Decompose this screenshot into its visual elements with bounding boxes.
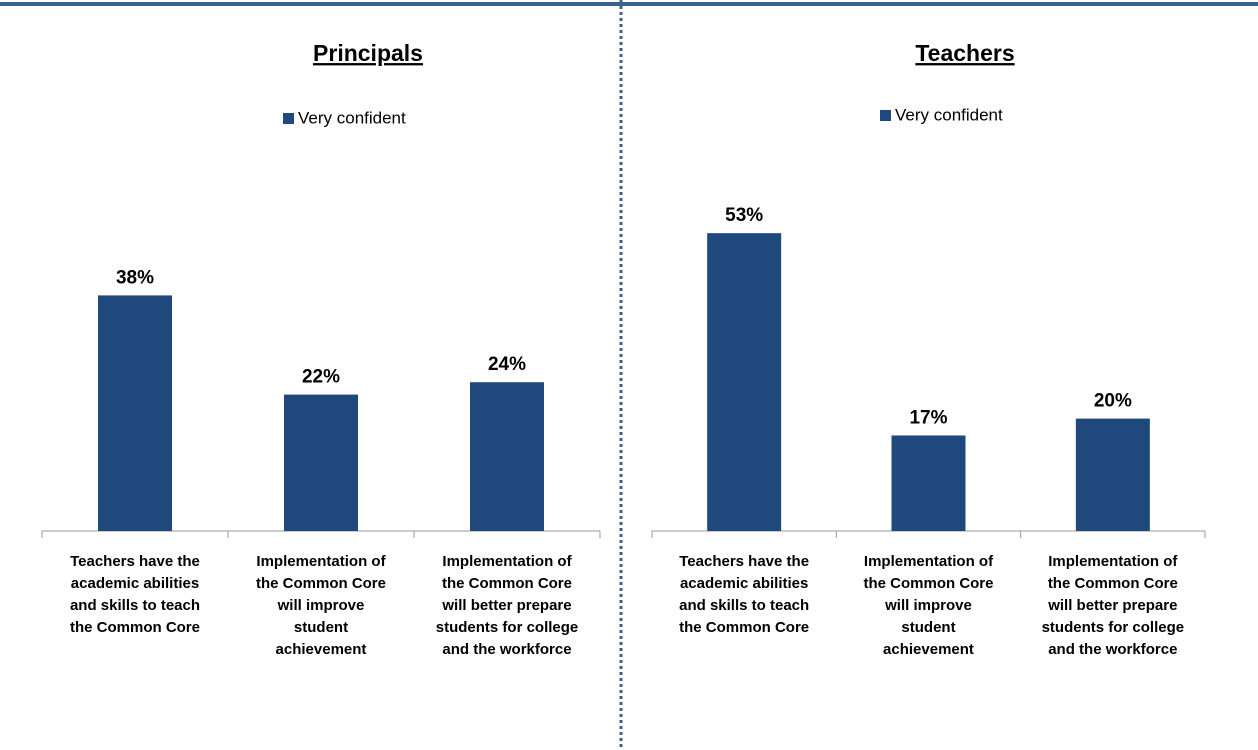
- legend-label: Very confident: [298, 108, 406, 127]
- data-label: 38%: [116, 267, 154, 288]
- bar: [1075, 418, 1150, 531]
- legend-label: Very confident: [895, 105, 1003, 124]
- bar: [891, 435, 966, 531]
- data-label: 22%: [302, 367, 340, 388]
- chart-title: Teachers: [915, 40, 1014, 66]
- bar: [470, 382, 544, 531]
- legend-swatch: [880, 110, 891, 121]
- data-label: 24%: [488, 354, 526, 375]
- x-tick-label: Teachers have the academic abilities and…: [679, 553, 810, 636]
- data-label: 20%: [1094, 391, 1132, 412]
- x-tick-label: Implementation of the Common Core will i…: [863, 553, 994, 658]
- x-tick-label: Implementation of the Common Core will b…: [435, 553, 579, 658]
- bar: [707, 233, 782, 531]
- data-label: 17%: [909, 407, 947, 428]
- chart-title: Principals: [313, 40, 423, 66]
- legend-swatch: [283, 113, 294, 124]
- x-tick-label: Implementation of the Common Core will b…: [1041, 553, 1185, 658]
- x-tick-label: Implementation of the Common Core will i…: [255, 553, 386, 658]
- x-tick-label: Teachers have the academic abilities and…: [69, 553, 201, 636]
- bar: [98, 295, 172, 531]
- data-label: 53%: [725, 205, 763, 226]
- bar: [284, 394, 358, 531]
